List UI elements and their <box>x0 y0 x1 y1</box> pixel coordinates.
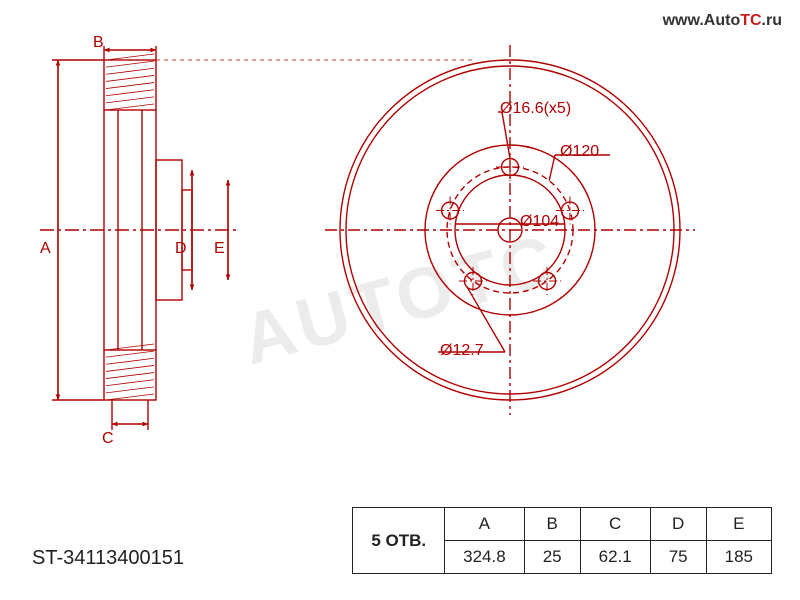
part-number: ST-34113400151 <box>32 547 184 570</box>
annot-pcd: Ø120 <box>560 143 599 161</box>
side-label-a: A <box>40 240 51 258</box>
tv-c: 62.1 <box>580 541 650 574</box>
url-highlight: TC <box>740 12 761 29</box>
th-a: A <box>445 508 525 541</box>
side-label-e: E <box>214 240 225 258</box>
holes-count-label: 5 ОТВ. <box>353 508 445 574</box>
th-e: E <box>706 508 771 541</box>
th-b: B <box>524 508 580 541</box>
dimension-table: 5 ОТВ. A B C D E 324.8 25 62.1 75 185 <box>352 507 772 574</box>
annot-small-dia: Ø12.7 <box>440 342 484 360</box>
annot-hub-dia: Ø104 <box>520 213 559 231</box>
url-prefix: www.Auto <box>663 12 741 29</box>
annot-bolt-dia: Ø16.6(x5) <box>500 100 571 118</box>
url-suffix: .ru <box>762 12 782 29</box>
tv-d: 75 <box>650 541 706 574</box>
side-label-b: B <box>93 34 104 52</box>
tv-e: 185 <box>706 541 771 574</box>
side-label-d: D <box>175 240 187 258</box>
side-label-c: C <box>102 430 114 448</box>
th-c: C <box>580 508 650 541</box>
tv-a: 324.8 <box>445 541 525 574</box>
source-url: www.AutoTC.ru <box>663 12 782 30</box>
tv-b: 25 <box>524 541 580 574</box>
th-d: D <box>650 508 706 541</box>
